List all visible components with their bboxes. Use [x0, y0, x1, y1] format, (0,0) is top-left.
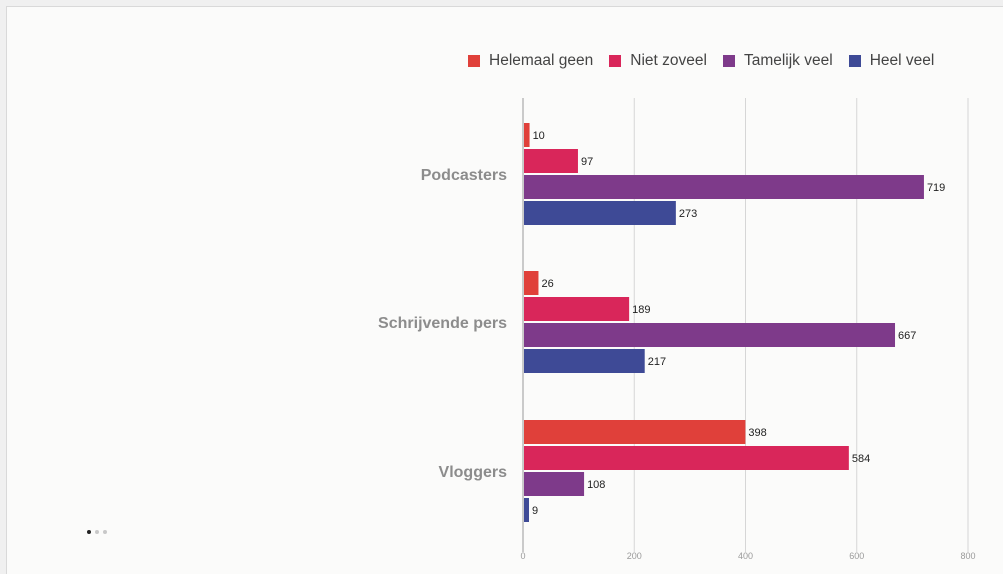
legend-item-tamelijk-veel[interactable]: Tamelijk veel [722, 52, 833, 70]
legend-swatch [848, 55, 861, 67]
legend-swatch [722, 55, 735, 67]
data-label: 9 [532, 505, 538, 517]
data-label: 10 [533, 130, 545, 142]
bar [524, 498, 530, 522]
bar [524, 271, 539, 295]
pager-dot[interactable] [95, 530, 99, 534]
bar [524, 420, 746, 444]
legend-item-niet-zoveel[interactable]: Niet zoveel [609, 52, 707, 70]
pager-dot[interactable] [103, 530, 107, 534]
data-label: 273 [679, 208, 697, 220]
legend-label: Niet zoveel [630, 52, 707, 69]
legend-label: Helemaal geen [489, 52, 594, 69]
bar [524, 175, 924, 199]
category-label: Schrijvende pers [378, 315, 507, 332]
bar [524, 149, 578, 173]
bar [524, 123, 530, 147]
data-label: 719 [927, 182, 945, 194]
legend-item-heel-veel[interactable]: Heel veel [848, 52, 935, 70]
data-label: 667 [898, 330, 916, 342]
data-label: 189 [632, 304, 650, 316]
chart-legend: Helemaal geen Niet zoveel Tamelijk veel … [468, 52, 950, 70]
x-tick-label: 800 [960, 551, 975, 561]
x-tick-label: 400 [738, 551, 753, 561]
x-tick-label: 600 [849, 551, 864, 561]
bar [524, 349, 645, 373]
legend-label: Heel veel [869, 52, 935, 69]
data-label: 108 [587, 479, 605, 491]
x-tick-label: 0 [520, 551, 525, 561]
data-label: 97 [581, 156, 593, 168]
legend-swatch [468, 55, 480, 67]
chart-frame [6, 6, 1003, 574]
legend-label: Tamelijk veel [743, 52, 833, 69]
category-label: Vloggers [439, 464, 508, 481]
legend-item-helemaal-geen[interactable]: Helemaal geen [468, 52, 593, 70]
bar [524, 323, 896, 347]
legend-swatch [609, 55, 622, 67]
data-label: 584 [852, 453, 870, 465]
data-label: 217 [648, 356, 666, 368]
data-label: 26 [541, 278, 553, 290]
x-tick-label: 200 [627, 551, 642, 561]
slide-pager [87, 530, 107, 534]
bar [524, 446, 849, 470]
bar [524, 201, 676, 225]
data-label: 398 [748, 427, 766, 439]
pager-dot-active[interactable] [87, 530, 91, 534]
bar [524, 472, 585, 496]
category-label: Podcasters [421, 167, 507, 184]
bar [524, 297, 630, 321]
